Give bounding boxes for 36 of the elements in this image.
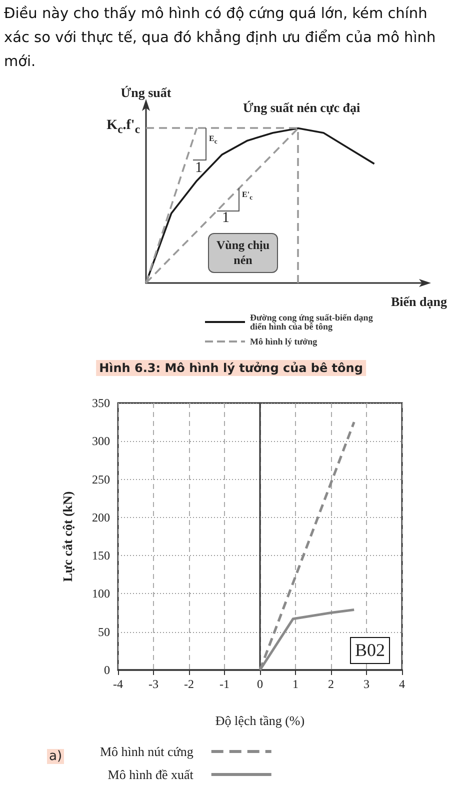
text: Điều này cho thấy mô hình có độ cứng quá lớn, kém chính xác so với thực tế, qua đó khẳng định ưu điểm của mô hình mới. bbox=[4, 4, 437, 72]
x-tick-label: -3 bbox=[148, 677, 158, 691]
y-axis-title: Ứng suất bbox=[120, 85, 172, 100]
x-tick-label: 3 bbox=[364, 677, 370, 691]
text: Hình 6.3: Mô hình lý tưởng của bê tông bbox=[96, 360, 366, 376]
x-tick-label: 1 bbox=[292, 677, 298, 691]
y-tick-label: 200 bbox=[92, 510, 110, 524]
y-tick-label: 150 bbox=[92, 548, 110, 563]
annotation: B02 bbox=[350, 637, 390, 664]
annotation: Ứng suất nén cực đại bbox=[243, 100, 360, 116]
x-tick-label: -2 bbox=[184, 677, 194, 691]
legend-label: Mô hình đề xuất bbox=[108, 767, 194, 782]
x-tick-label: -1 bbox=[220, 677, 230, 691]
x-tick-label: 4 bbox=[399, 677, 405, 691]
y-axis-title: Lực cắt cột (kN) bbox=[60, 491, 75, 582]
text: a) bbox=[47, 749, 64, 764]
y-tick-label: 300 bbox=[92, 434, 110, 448]
y-tick-label: 250 bbox=[92, 472, 110, 486]
legend-label: Mô hình lý tưởng bbox=[250, 336, 318, 346]
y-tick-label: 0 bbox=[104, 663, 110, 677]
legend-label: Mô hình nút cứng bbox=[100, 744, 194, 759]
y-tick-label: 100 bbox=[92, 586, 110, 601]
x-axis-title: Độ lệch tầng (%) bbox=[215, 713, 305, 728]
x-tick-label: -4 bbox=[113, 677, 123, 691]
annotation: E'$_{c}$ bbox=[242, 190, 253, 202]
y-tick-label: 50 bbox=[98, 624, 110, 639]
annotation: 1 bbox=[195, 160, 202, 177]
annotation: 1 bbox=[222, 210, 230, 227]
x-axis-title: Biến dạng bbox=[391, 294, 448, 309]
x-tick-label: 2 bbox=[328, 677, 334, 691]
annotation: E$_{c}$ bbox=[209, 134, 218, 146]
ref-line-label: K$_{c}$.f'$_{c}$ bbox=[106, 118, 140, 136]
y-tick-label: 350 bbox=[92, 396, 110, 410]
annotation: Vùng chịu nén bbox=[208, 233, 278, 273]
x-tick-label: 0 bbox=[257, 677, 263, 691]
legend-label: Đường cong ứng suất-biến dạng điển hình của bê tông bbox=[250, 312, 376, 332]
